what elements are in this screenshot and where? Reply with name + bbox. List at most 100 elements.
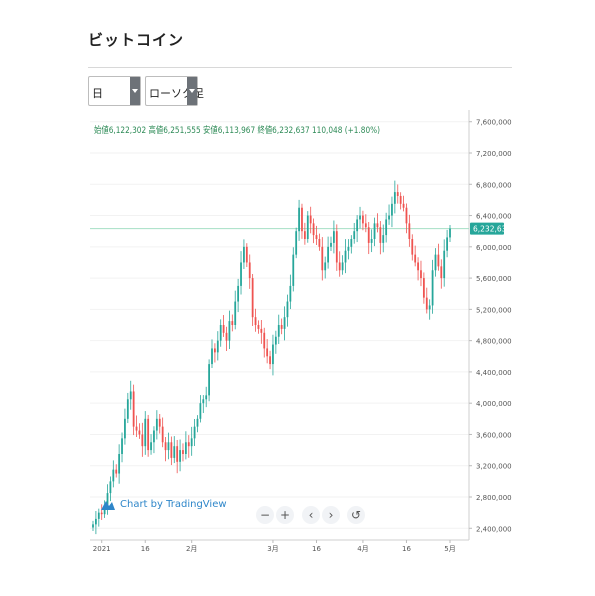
candle-body: [356, 219, 359, 232]
candle: [158, 414, 161, 434]
candle: [399, 192, 402, 210]
candle-body: [251, 278, 254, 318]
candle-body: [353, 231, 356, 239]
candle: [251, 273, 254, 326]
reset-view-button[interactable]: ↺: [347, 506, 365, 524]
candle-body: [446, 237, 448, 251]
x-tick-label: 2021: [93, 545, 111, 553]
candle: [292, 247, 295, 292]
candle-body: [132, 391, 135, 427]
chevron-down-icon[interactable]: [130, 77, 140, 105]
candle-body: [138, 430, 141, 435]
candle-body: [167, 442, 170, 451]
candle-body: [266, 348, 269, 357]
tradingview-watermark[interactable]: Chart by TradingView: [100, 498, 227, 517]
candle: [199, 395, 202, 423]
period-select[interactable]: 日: [88, 76, 141, 106]
chevron-down-icon[interactable]: [187, 77, 197, 105]
candle: [161, 417, 164, 448]
candle-body: [274, 336, 277, 345]
candle: [234, 290, 237, 330]
candle-body: [100, 512, 103, 515]
candle: [440, 259, 443, 289]
candle-body: [135, 426, 138, 431]
candle-body: [350, 239, 353, 247]
candle-body: [219, 325, 222, 341]
candle-body: [306, 215, 309, 239]
chart-type-select[interactable]: ローソク足: [145, 76, 204, 106]
candle-body: [231, 321, 234, 325]
candle: [118, 444, 121, 484]
scroll-left-button[interactable]: ‹: [302, 506, 320, 524]
candle: [121, 432, 123, 463]
candle-body: [347, 246, 350, 251]
candle: [112, 460, 115, 488]
candle-body: [176, 446, 179, 462]
candle: [356, 215, 359, 243]
candle: [138, 423, 141, 439]
candle: [321, 237, 324, 281]
x-axis-ticks: 2021 16 2月 3月 16 4月 16 5月: [93, 540, 456, 553]
y-tick-label: 2,800,000: [476, 494, 512, 502]
candle-body: [126, 399, 129, 419]
candle: [388, 204, 390, 225]
candle: [231, 314, 234, 332]
candle-body: [144, 418, 147, 447]
candle-body: [153, 430, 155, 443]
candle: [295, 227, 298, 259]
candle-body: [164, 442, 167, 451]
candle-body: [277, 325, 280, 337]
candle-body: [179, 450, 181, 462]
candle: [147, 414, 150, 457]
candle: [257, 320, 260, 334]
candle: [344, 239, 347, 274]
candle: [100, 504, 103, 520]
candle: [283, 306, 286, 341]
candle-body: [254, 317, 257, 325]
y-tick-label: 7,600,000: [476, 119, 512, 127]
candle-body: [388, 215, 390, 220]
zoom-out-button[interactable]: −: [256, 506, 274, 524]
candle-body: [97, 512, 100, 519]
candle-body: [129, 391, 132, 400]
candle: [309, 206, 312, 234]
candle-body: [408, 223, 411, 239]
candle: [196, 415, 199, 433]
candle-body: [121, 438, 123, 454]
zoom-in-button[interactable]: +: [276, 506, 294, 524]
y-tick-label: 6,800,000: [476, 181, 512, 189]
candle-body: [245, 246, 248, 263]
candle-body: [309, 215, 312, 224]
candle-body: [295, 231, 298, 255]
candle: [408, 214, 411, 247]
candle: [385, 212, 388, 243]
last-price-tag: 6,232,637: [470, 222, 511, 235]
candle: [144, 411, 147, 455]
candle: [341, 255, 344, 275]
candle: [353, 222, 356, 244]
candle: [286, 294, 289, 327]
candle: [335, 224, 338, 271]
candle: [243, 239, 245, 270]
candle: [263, 327, 266, 358]
candle: [164, 436, 167, 462]
scroll-right-button[interactable]: ›: [322, 506, 340, 524]
candle: [222, 315, 225, 337]
candle: [367, 221, 370, 255]
candle-body: [321, 246, 324, 271]
page-title: ビットコイン: [88, 31, 185, 49]
candle: [237, 278, 240, 313]
candle: [272, 334, 274, 376]
candle-body: [155, 418, 158, 431]
candle: [396, 184, 399, 204]
candle: [126, 392, 129, 424]
candle-body: [280, 325, 283, 329]
candle-body: [141, 434, 144, 447]
candle: [153, 426, 155, 454]
y-tick-label: 4,000,000: [476, 400, 512, 408]
candle: [362, 210, 364, 231]
candle: [431, 259, 434, 314]
candle-body: [449, 228, 451, 238]
candle: [411, 234, 414, 261]
